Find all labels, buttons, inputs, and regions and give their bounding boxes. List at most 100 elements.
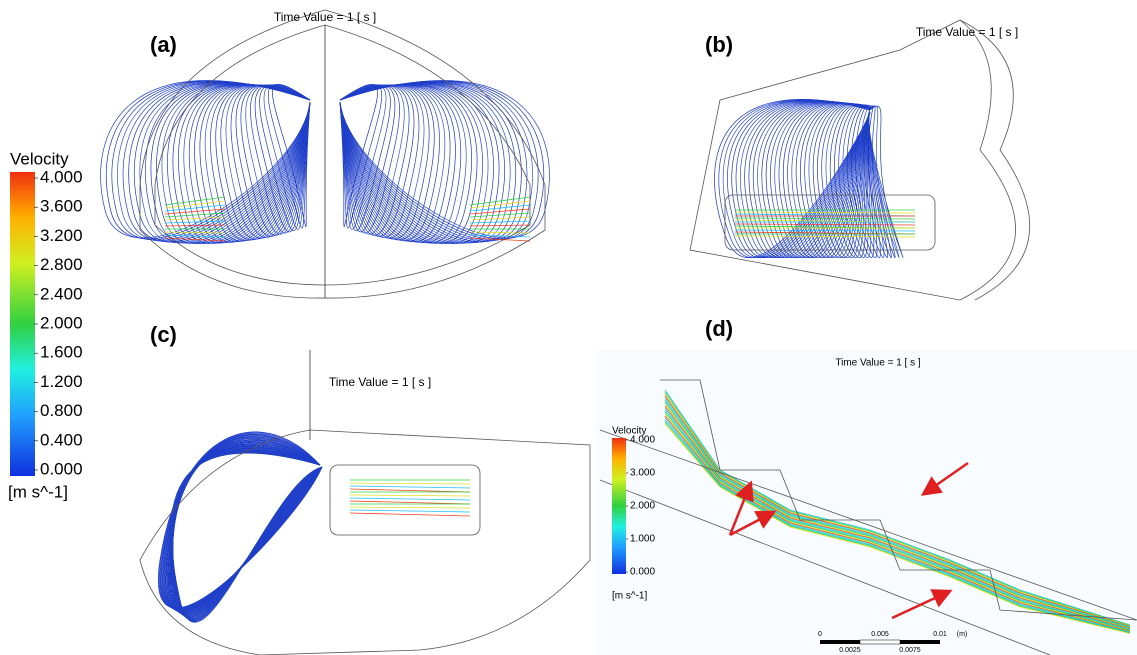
streamline: [735, 100, 871, 258]
streamline: [734, 211, 916, 214]
streamline: [829, 103, 871, 258]
outline-a2: [154, 24, 531, 286]
streamline: [339, 84, 420, 238]
streamline: [740, 100, 871, 258]
outline-c2: [329, 464, 481, 536]
streamline: [171, 451, 323, 621]
tick-label: 0.000: [630, 567, 655, 578]
tick-label: 2.800: [40, 255, 83, 274]
tick-label: 1.000: [630, 534, 655, 545]
arrow: [729, 510, 777, 537]
tick-label: 2.000: [630, 501, 655, 512]
streamline: [339, 82, 500, 244]
streamline: [349, 488, 471, 493]
streamline: [164, 237, 226, 242]
outline-b: [689, 19, 1016, 301]
streamline: [339, 84, 440, 241]
legend-ticks: 4.000 3.600 3.200 2.800 2.400 2.000 1.600 1.200…: [34, 167, 655, 578]
streamline: [834, 104, 871, 258]
streamline: [164, 212, 226, 218]
streamline: [664, 417, 1131, 633]
streamline: [170, 452, 323, 622]
tick-label: 1.600: [40, 343, 83, 362]
streamline: [868, 105, 896, 258]
streamline: [868, 105, 900, 258]
streamline: [171, 452, 323, 622]
scale-sublabel: 0.0075: [899, 647, 921, 654]
streamline: [469, 204, 531, 212]
streamline: [172, 449, 323, 619]
streamline: [349, 500, 471, 505]
streamline: [808, 103, 871, 258]
streamline: [664, 415, 1131, 632]
streamline: [339, 83, 489, 244]
streamline: [133, 82, 311, 243]
streamline: [204, 84, 311, 242]
streamline: [171, 451, 323, 622]
streamline: [339, 84, 430, 240]
streamline: [164, 224, 226, 227]
streamline: [339, 83, 483, 244]
streamline: [469, 231, 531, 234]
streamline: [664, 413, 1131, 632]
streamline: [171, 446, 323, 616]
streamline: [164, 220, 226, 224]
streamline: [795, 102, 871, 258]
streamline: [161, 435, 323, 610]
streamline: [748, 100, 871, 258]
streamline: [867, 105, 892, 258]
streamline: [339, 80, 545, 240]
streamline: [349, 494, 471, 497]
streamline: [164, 200, 226, 209]
time-label: Time Value = 1 [ s ]: [916, 25, 1018, 39]
arrow: [728, 480, 754, 536]
streamline: [100, 80, 311, 239]
streamline: [339, 81, 539, 240]
streamline: [172, 449, 323, 620]
streamline: [145, 82, 311, 244]
streamline: [664, 423, 1131, 634]
streamline: [469, 208, 531, 215]
streamline: [163, 437, 323, 611]
streamline: [664, 405, 1131, 630]
streamline: [164, 216, 226, 221]
streamline: [164, 231, 226, 234]
streamline: [734, 217, 916, 220]
streamline: [791, 102, 871, 258]
streamline: [122, 81, 311, 242]
tick-label: 3.000: [630, 468, 655, 479]
streamline: [868, 105, 904, 258]
scale-bar: 0 0.005 0.01 (m) 0.0025 0.0075: [818, 631, 967, 654]
streamline: [734, 235, 916, 238]
streamline: [167, 441, 323, 613]
outline-c: [139, 429, 591, 655]
streamline: [168, 442, 323, 614]
streamline: [727, 99, 871, 258]
streamline: [782, 102, 871, 258]
streamline: [164, 208, 226, 215]
tick-label: 0.400: [40, 430, 83, 449]
streamline: [171, 446, 323, 617]
outline-a: [139, 9, 546, 299]
streamline: [664, 421, 1131, 634]
legend-title: Velocity: [10, 149, 69, 168]
streamline: [664, 391, 1131, 626]
streamline: [664, 395, 1131, 627]
streamline: [160, 434, 323, 610]
streamline: [349, 497, 471, 501]
streamline: [159, 433, 323, 609]
streamline: [752, 100, 871, 258]
streamline: [172, 447, 323, 618]
streamline: [161, 435, 323, 610]
streamline: [165, 439, 323, 612]
arrow: [920, 461, 969, 496]
streamline: [150, 82, 311, 244]
streamline: [166, 440, 323, 612]
tick-label: 1.200: [40, 372, 83, 391]
streamline: [210, 84, 311, 241]
streamline: [469, 237, 531, 242]
streamline: [339, 81, 522, 243]
streamline: [664, 407, 1131, 630]
inset-legend-title: Velocity: [612, 426, 646, 437]
scale-label: (m): [957, 631, 968, 638]
